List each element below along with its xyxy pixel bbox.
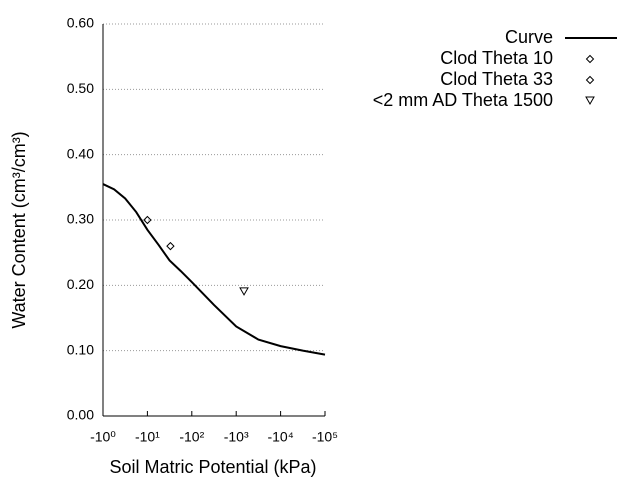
- x-tick-label: -10⁵: [312, 429, 338, 445]
- marker: [239, 287, 249, 296]
- curve: [102, 183, 326, 356]
- marker: [166, 241, 175, 251]
- y-tick-label: 0.00: [67, 407, 94, 423]
- y-tick-label: 0.40: [67, 145, 94, 161]
- y-axis-label: Water Content (cm³/cm³): [9, 131, 29, 328]
- x-tick-label: -10⁴: [267, 429, 293, 445]
- y-tick-label: 0.30: [67, 211, 94, 227]
- y-tick-label: 0.20: [67, 276, 94, 292]
- legend-label: <2 mm AD Theta 1500: [373, 90, 553, 110]
- x-axis-label: Soil Matric Potential (kPa): [109, 457, 316, 477]
- y-tick-label: 0.60: [67, 15, 94, 31]
- legend-marker: [585, 54, 595, 64]
- marker: [143, 215, 152, 225]
- x-tick-label: -10³: [224, 429, 249, 445]
- legend-marker: [585, 75, 595, 85]
- legend-marker: [585, 96, 595, 106]
- x-tick-label: -10⁰: [90, 429, 116, 445]
- x-tick-label: -10²: [179, 429, 204, 445]
- y-tick-label: 0.50: [67, 80, 94, 96]
- legend-label: Clod Theta 33: [440, 69, 553, 89]
- y-tick-label: 0.10: [67, 341, 94, 357]
- legend-label: Clod Theta 10: [440, 48, 553, 68]
- x-tick-label: -10¹: [135, 429, 160, 445]
- legend-label: Curve: [505, 27, 553, 47]
